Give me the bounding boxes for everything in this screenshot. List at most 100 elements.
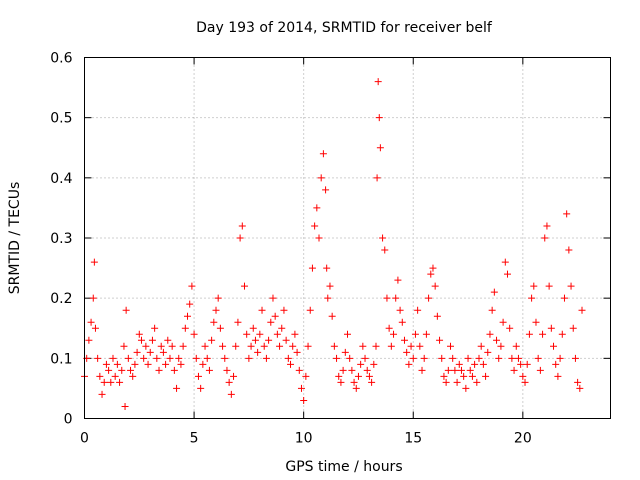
data-point bbox=[306, 306, 314, 314]
data-point bbox=[205, 366, 213, 374]
data-point bbox=[245, 354, 253, 362]
data-point bbox=[236, 234, 244, 242]
data-point bbox=[146, 348, 154, 356]
data-point bbox=[409, 354, 417, 362]
data-point bbox=[558, 330, 566, 338]
data-point bbox=[273, 330, 281, 338]
data-point bbox=[179, 342, 187, 350]
data-point bbox=[348, 366, 356, 374]
data-point bbox=[528, 294, 536, 302]
data-point bbox=[341, 348, 349, 356]
data-point bbox=[547, 324, 555, 332]
data-point bbox=[153, 354, 161, 362]
data-point bbox=[400, 336, 408, 344]
data-point bbox=[567, 282, 575, 290]
data-point bbox=[197, 384, 205, 392]
data-point bbox=[313, 204, 321, 212]
data-point bbox=[190, 330, 198, 338]
data-point bbox=[120, 342, 128, 350]
data-point bbox=[262, 354, 270, 362]
data-point bbox=[407, 342, 415, 350]
data-point bbox=[403, 348, 411, 356]
data-point bbox=[155, 366, 163, 374]
data-point bbox=[113, 360, 121, 368]
data-point bbox=[444, 366, 452, 374]
data-point bbox=[175, 354, 183, 362]
data-point bbox=[438, 354, 446, 362]
data-point bbox=[431, 282, 439, 290]
data-point bbox=[411, 330, 419, 338]
data-point bbox=[111, 372, 119, 380]
data-point bbox=[258, 306, 266, 314]
data-point bbox=[186, 300, 194, 308]
data-point bbox=[162, 360, 170, 368]
data-point bbox=[304, 342, 312, 350]
data-point bbox=[418, 366, 426, 374]
x-tick-label: 0 bbox=[80, 431, 89, 447]
data-point bbox=[232, 342, 240, 350]
data-point bbox=[453, 378, 461, 386]
data-point bbox=[416, 342, 424, 350]
data-point bbox=[501, 258, 509, 266]
data-point bbox=[107, 378, 115, 386]
data-point bbox=[466, 366, 474, 374]
data-point bbox=[460, 372, 468, 380]
data-point bbox=[203, 354, 211, 362]
data-point bbox=[398, 318, 406, 326]
data-point bbox=[124, 354, 132, 362]
data-point bbox=[137, 336, 145, 344]
data-point bbox=[420, 354, 428, 362]
data-point bbox=[484, 348, 492, 356]
data-point bbox=[276, 342, 284, 350]
data-point bbox=[295, 366, 303, 374]
data-point bbox=[543, 222, 551, 230]
data-point bbox=[488, 306, 496, 314]
data-point bbox=[240, 282, 248, 290]
data-point bbox=[381, 246, 389, 254]
data-point bbox=[282, 336, 290, 344]
data-point bbox=[519, 372, 527, 380]
data-point bbox=[473, 378, 481, 386]
data-point bbox=[116, 378, 124, 386]
data-point bbox=[574, 378, 582, 386]
data-point bbox=[471, 360, 479, 368]
y-tick-label: 0.3 bbox=[50, 231, 72, 247]
data-point bbox=[447, 342, 455, 350]
data-point bbox=[140, 354, 148, 362]
data-point bbox=[249, 324, 257, 332]
data-point bbox=[376, 144, 384, 152]
data-point bbox=[541, 234, 549, 242]
data-point bbox=[530, 282, 538, 290]
data-point bbox=[251, 336, 259, 344]
data-point bbox=[536, 366, 544, 374]
data-point bbox=[449, 354, 457, 362]
data-point bbox=[373, 174, 381, 182]
data-point bbox=[506, 324, 514, 332]
data-point bbox=[330, 342, 338, 350]
data-point bbox=[267, 318, 275, 326]
data-point bbox=[525, 330, 533, 338]
data-point bbox=[144, 360, 152, 368]
data-point bbox=[455, 360, 463, 368]
data-point bbox=[350, 378, 358, 386]
y-tick-label: 0.2 bbox=[50, 291, 72, 307]
data-point bbox=[221, 354, 229, 362]
data-point bbox=[324, 294, 332, 302]
data-point bbox=[550, 342, 558, 350]
data-point bbox=[311, 222, 319, 230]
data-point bbox=[477, 342, 485, 350]
data-point bbox=[105, 366, 113, 374]
data-point bbox=[339, 366, 347, 374]
data-point bbox=[379, 234, 387, 242]
data-point bbox=[131, 360, 139, 368]
data-point bbox=[166, 354, 174, 362]
data-point bbox=[323, 264, 331, 272]
data-point bbox=[317, 174, 325, 182]
data-point bbox=[508, 354, 516, 362]
data-point bbox=[192, 354, 200, 362]
data-point bbox=[578, 306, 586, 314]
data-point bbox=[375, 114, 383, 122]
data-point bbox=[133, 348, 141, 356]
data-point bbox=[490, 288, 498, 296]
data-point bbox=[308, 264, 316, 272]
